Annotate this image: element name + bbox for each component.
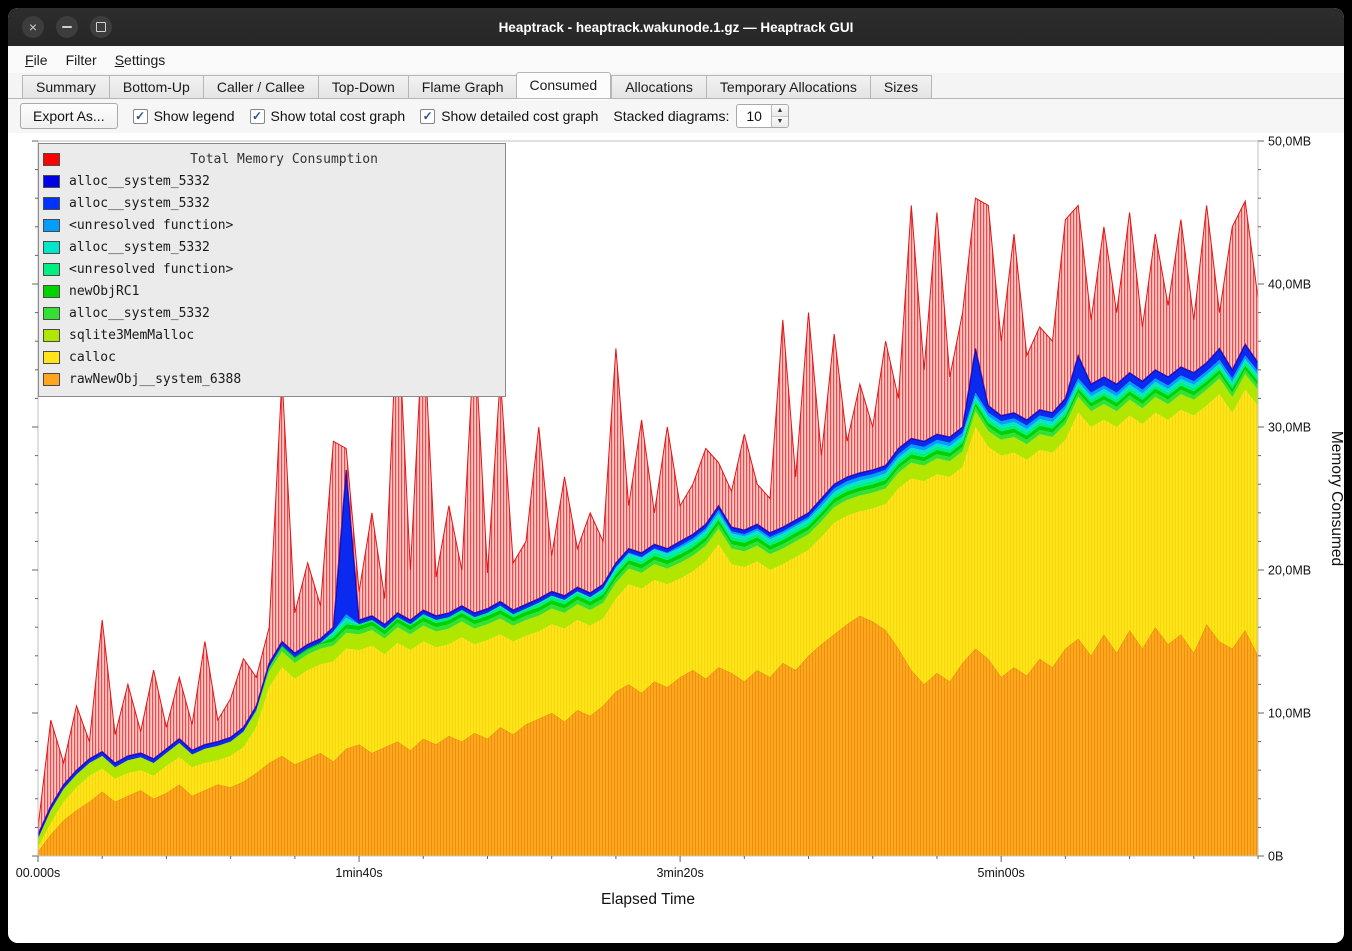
svg-text:50,0MB: 50,0MB — [1268, 135, 1311, 149]
menu-bar: File Filter Settings — [8, 46, 1344, 73]
window-controls: × — [22, 8, 112, 46]
svg-text:3min20s: 3min20s — [656, 866, 703, 880]
checkbox-label: Show total cost graph — [270, 108, 406, 124]
spinner-down-icon[interactable]: ▼ — [771, 115, 788, 127]
minimize-button[interactable] — [56, 16, 78, 38]
legend-swatch — [43, 240, 60, 254]
svg-text:5min00s: 5min00s — [978, 866, 1025, 880]
memory-consumption-chart[interactable]: 0B 10,0MB 20,0MB 30,0MB 40,0MB 50,0MB 00.000s 1… — [8, 133, 1344, 943]
svg-text:40,0MB: 40,0MB — [1268, 278, 1311, 292]
legend-label: alloc__system_5332 — [69, 239, 210, 255]
svg-text:20,0MB: 20,0MB — [1268, 564, 1311, 578]
legend-label: alloc__system_5332 — [69, 173, 210, 189]
legend-entry: alloc__system_5332 — [43, 192, 499, 214]
svg-text:Elapsed Time: Elapsed Time — [601, 891, 695, 908]
legend-entry: calloc — [43, 346, 499, 368]
legend-entry: rawNewObj__system_6388 — [43, 368, 499, 390]
chart-canvas[interactable]: 0B 10,0MB 20,0MB 30,0MB 40,0MB 50,0MB 00.000s 1… — [8, 133, 1344, 943]
legend-swatch — [43, 262, 60, 276]
tab-flame-graph[interactable]: Flame Graph — [407, 75, 517, 99]
checkbox-show-total-cost-graph[interactable]: ✓ Show total cost graph — [249, 108, 406, 124]
tab-summary[interactable]: Summary — [22, 75, 109, 99]
legend-swatch — [43, 284, 60, 298]
svg-text:1min40s: 1min40s — [335, 866, 382, 880]
minimize-icon — [62, 26, 72, 28]
legend-entry: alloc__system_5332 — [43, 302, 499, 324]
legend-swatch — [43, 306, 60, 320]
legend-swatch — [43, 218, 60, 232]
legend-label: calloc — [69, 349, 116, 365]
legend-label: <unresolved function> — [69, 261, 234, 277]
legend-swatch — [43, 196, 60, 210]
legend-swatch — [43, 328, 60, 342]
maximize-icon — [96, 22, 106, 32]
legend-swatch — [43, 174, 60, 188]
legend-swatch — [43, 372, 60, 386]
legend-label: alloc__system_5332 — [69, 305, 210, 321]
checkbox-label: Show legend — [153, 108, 235, 124]
spinner-up-icon[interactable]: ▲ — [771, 105, 788, 116]
checkbox-show-legend[interactable]: ✓ Show legend — [132, 108, 235, 124]
heaptrack-window: × Heaptrack - heaptrack.wakunode.1.gz — … — [8, 8, 1344, 943]
svg-text:30,0MB: 30,0MB — [1268, 421, 1311, 435]
export-as-button[interactable]: Export As... — [20, 103, 118, 129]
legend-entry: alloc__system_5332 — [43, 236, 499, 258]
window-title: Heaptrack - heaptrack.wakunode.1.gz — He… — [498, 19, 854, 35]
svg-text:00.000s: 00.000s — [16, 866, 60, 880]
legend-label: alloc__system_5332 — [69, 195, 210, 211]
toolbar: Export As... ✓ Show legend ✓ Show total … — [8, 99, 1344, 133]
tab-allocations[interactable]: Allocations — [611, 75, 706, 99]
checkbox-icon: ✓ — [132, 108, 148, 124]
svg-text:10,0MB: 10,0MB — [1268, 707, 1311, 721]
stacked-diagrams-label: Stacked diagrams: — [613, 108, 730, 124]
menu-filter[interactable]: Filter — [65, 51, 97, 68]
legend-label: Total Memory Consumption — [190, 151, 378, 167]
legend-swatch — [43, 152, 60, 166]
checkbox-icon: ✓ — [420, 108, 436, 124]
titlebar[interactable]: × Heaptrack - heaptrack.wakunode.1.gz — … — [8, 8, 1344, 46]
legend-swatch — [43, 350, 60, 364]
checkbox-icon: ✓ — [249, 108, 265, 124]
close-icon: × — [28, 19, 38, 35]
chart-legend: Total Memory Consumption alloc__system_53… — [38, 143, 506, 397]
tab-top-down[interactable]: Top-Down — [317, 75, 408, 99]
svg-text:0B: 0B — [1268, 850, 1283, 864]
close-button[interactable]: × — [22, 16, 44, 38]
checkbox-label: Show detailed cost graph — [441, 108, 599, 124]
legend-label: newObjRC1 — [69, 283, 140, 299]
tab-caller-callee[interactable]: Caller / Callee — [202, 75, 318, 99]
legend-entry: <unresolved function> — [43, 214, 499, 236]
legend-label: sqlite3MemMalloc — [69, 327, 195, 343]
legend-entry: newObjRC1 — [43, 280, 499, 302]
tab-temporary-allocations[interactable]: Temporary Allocations — [705, 75, 870, 99]
tab-sizes[interactable]: Sizes — [869, 75, 933, 99]
legend-label: rawNewObj__system_6388 — [69, 371, 242, 387]
tab-consumed[interactable]: Consumed — [515, 72, 612, 99]
maximize-button[interactable] — [90, 16, 112, 38]
svg-text:Memory Consumed: Memory Consumed — [1328, 431, 1344, 566]
stacked-diagrams-spinner[interactable]: 10 ▲ ▼ — [736, 104, 789, 128]
legend-entry: sqlite3MemMalloc — [43, 324, 499, 346]
menu-file[interactable]: File — [25, 51, 48, 68]
legend-title-row: Total Memory Consumption — [43, 148, 499, 170]
legend-entry: <unresolved function> — [43, 258, 499, 280]
stacked-diagrams-value: 10 — [746, 108, 762, 124]
legend-label: <unresolved function> — [69, 217, 234, 233]
tab-bottom-up[interactable]: Bottom-Up — [108, 75, 203, 99]
legend-entry: alloc__system_5332 — [43, 170, 499, 192]
tab-bar: Summary Bottom-Up Caller / Callee Top-Down F… — [8, 72, 1344, 99]
checkbox-show-detailed-cost-graph[interactable]: ✓ Show detailed cost graph — [420, 108, 598, 124]
menu-settings[interactable]: Settings — [114, 51, 166, 68]
